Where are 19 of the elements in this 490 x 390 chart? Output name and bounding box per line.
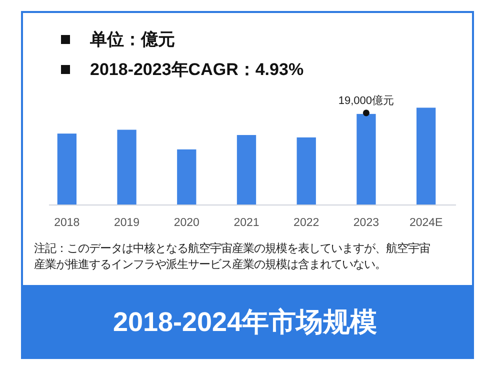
x-tick-label: 2024E bbox=[409, 217, 444, 229]
x-tick-label: 2019 bbox=[114, 217, 140, 229]
bar bbox=[416, 108, 436, 205]
x-tick-label: 2021 bbox=[234, 217, 260, 229]
text: 2018-2023年CAGR：4.93% bbox=[90, 60, 304, 79]
bar bbox=[57, 134, 77, 205]
chart-subtitle: 单位：億元 bbox=[89, 30, 175, 49]
bar bbox=[117, 130, 136, 205]
data-label: 19,000億元 bbox=[338, 94, 394, 107]
bar bbox=[296, 137, 316, 205]
bar bbox=[356, 114, 376, 205]
bar bbox=[236, 135, 256, 205]
x-tick-label: 2018 bbox=[54, 217, 80, 229]
x-tick-label: 2020 bbox=[174, 217, 200, 229]
x-tick-label: 2022 bbox=[294, 217, 320, 229]
text: 注記：このデータは中核となる航空宇宙産業の規模を表していますが、航空宇宙産業が推進するインフラや派生サービス産業の規模は含まれていない。 bbox=[34, 242, 430, 271]
bar bbox=[177, 149, 196, 205]
text: 2018-2024年市场规模 bbox=[112, 307, 378, 337]
x-tick-label: 2023 bbox=[353, 217, 380, 229]
